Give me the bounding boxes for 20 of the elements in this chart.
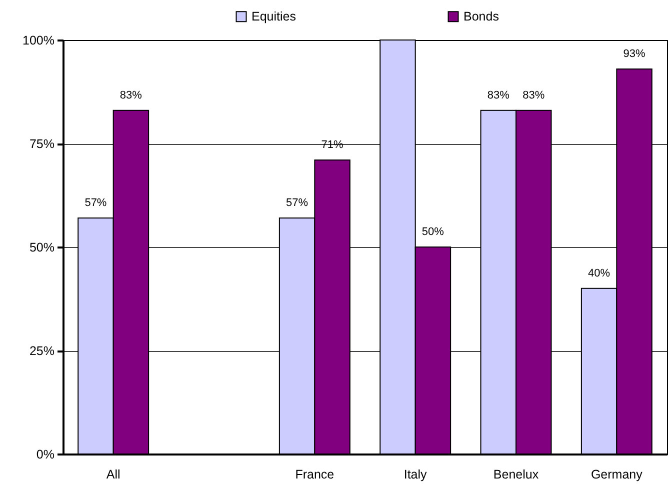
x-tick-label: Italy — [404, 468, 428, 482]
data-label: 57% — [84, 197, 107, 210]
x-tick-label: France — [295, 468, 334, 482]
y-tick-label: 25% — [29, 344, 54, 358]
data-label: 83% — [120, 89, 142, 102]
data-label: 50% — [422, 226, 444, 238]
data-label: 83% — [522, 89, 545, 102]
y-tick-label: 75% — [29, 137, 54, 151]
data-label: 93% — [623, 48, 646, 60]
data-label: 40% — [588, 267, 610, 280]
legend-label: Equities — [252, 10, 296, 24]
x-tick-label: All — [106, 468, 120, 482]
y-tick-label: 50% — [29, 240, 54, 254]
y-tick-label: 100% — [22, 34, 54, 48]
x-tick-label: Germany — [590, 468, 644, 482]
legend-label: Bonds — [464, 10, 499, 24]
x-tick-label: Benelux — [493, 468, 540, 482]
data-label: 83% — [487, 89, 510, 102]
y-tick-label: 0% — [36, 448, 54, 462]
data-label: 57% — [286, 197, 308, 210]
